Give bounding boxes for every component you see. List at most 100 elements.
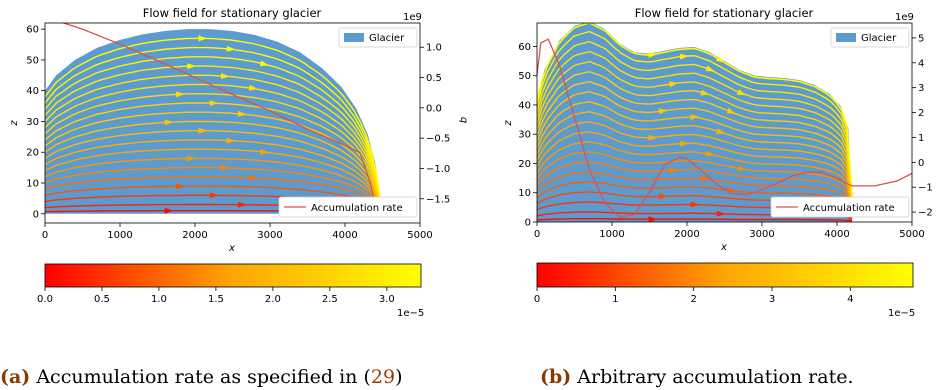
panel-a-legend-glacier-label: Glacier [369,33,405,44]
x-tick-label: 4000 [332,230,357,241]
streamline-arrow [259,60,270,67]
panel-b-legend-glacier: Glacier [830,27,910,48]
colorbar-tick-label: 3.0 [379,294,395,305]
streamline [45,120,384,213]
panel-a-streamlines [45,35,384,214]
streamline-arrow [164,119,174,126]
panel-b-streamlines [537,23,853,222]
colorbar-tick-label: 1.5 [208,294,224,305]
y2-tick-label: 1.0 [426,43,442,54]
panel-b-colorbar-ticks: 0 1 2 3 4 [534,287,854,305]
streamline [537,40,853,196]
streamline-arrow [175,91,185,98]
streamline [45,148,384,214]
streamline [537,151,853,212]
y2-tick-label: 0.5 [426,73,442,84]
panel-a-y2label: q [458,117,469,123]
streamline [45,46,384,213]
y2-tick-label: 0.0 [426,103,442,114]
streamline [537,141,853,211]
streamline [45,93,384,213]
panel-a: Flow field for stationary glacier 0 1000 2… [9,6,469,319]
streamline-arrow [226,45,236,52]
streamline-arrow [705,150,716,157]
panel-b: Flow field for stationary glacier 0 1000 2… [503,6,933,319]
panel-a-legend-accumulation: Accumulation rate [278,196,418,218]
panel-b-legend-accumulation: Accumulation rate [770,196,910,218]
streamline-arrow [690,114,700,121]
streamline-arrow [220,73,230,79]
streamline-arrow [176,183,185,190]
x-tick-label: 4000 [824,229,849,240]
panel-b-glacier [537,23,912,222]
streamline-arrow [658,108,668,115]
streamline [537,131,853,209]
y-tick-label: 10 [26,179,39,190]
streamline-arrow [164,207,174,214]
colorbar-tick-label: 2.0 [265,294,281,305]
streamline-arrow [226,137,236,144]
panel-b-x-ticks: 0 1000 2000 3000 4000 5000 [534,222,925,240]
streamline [45,139,384,214]
panel-a-colorbar-offset: 1e−5 [397,308,424,319]
streamline-arrow [716,210,726,217]
x-tick-label: 1000 [107,230,132,241]
panel-b-legend-glacier-label: Glacier [861,33,897,44]
panel-b-y2-offset: 1e9 [895,12,914,23]
y-tick-label: 20 [26,148,39,159]
x-tick-label: 2000 [674,229,699,240]
streamline [537,80,853,202]
caption-a-label: (a) [0,366,30,388]
y2-tick-label: 4 [918,58,924,69]
y-tick-label: 50 [26,55,39,66]
streamline [45,176,384,214]
colorbar-tick-label: 3 [769,294,775,305]
streamline-arrow [669,81,679,88]
y2-tick-label: −2 [918,208,933,219]
panel-b-legend-glacier-swatch [836,33,856,42]
x-tick-label: 3000 [749,229,774,240]
streamline [45,56,384,213]
streamline [45,166,384,214]
streamline-arrow [249,174,259,181]
streamline-arrow [658,193,668,200]
colorbar-tick-label: 1 [612,294,618,305]
panel-a-colorbar [44,263,422,288]
panel-a-axes-frame [44,22,421,224]
streamline-arrow [690,201,700,208]
streamline [45,111,384,213]
caption-a: (a) Accumulation rate as specified in (2… [0,366,402,388]
panel-a-glacier [45,23,384,215]
streamline [537,161,853,214]
x-tick-label: 0 [42,230,48,241]
y-tick-label: 40 [26,86,39,97]
streamline-arrow [187,63,197,70]
streamline [45,37,384,213]
y-tick-label: 0 [33,209,39,220]
y-tick-label: 60 [518,42,531,53]
colorbar-tick-label: 0 [534,294,540,305]
panel-a-legend-glacier-swatch [344,33,364,42]
panel-b-y2-ticks: 5 4 3 2 1 0 −1 −2 [912,33,933,219]
streamline [45,157,384,214]
y2-tick-label: 2 [918,108,924,119]
streamline-arrow [209,100,219,106]
streamline [45,74,384,213]
streamline-arrow [220,164,230,171]
streamline [537,218,853,222]
streamline [45,130,384,214]
streamline [537,70,853,201]
streamline-arrow [716,128,726,134]
colorbar-tick-label: 4 [847,294,853,305]
y-tick-label: 60 [26,25,39,36]
x-tick-label: 5000 [407,230,432,241]
streamline-arrow [648,134,658,141]
streamline-arrow [648,216,658,222]
colorbar-tick-label: 0.0 [37,294,53,305]
y2-tick-label: −1.5 [426,194,450,205]
streamline-arrow [705,65,715,72]
panel-a-xlabel: x [228,243,235,254]
caption-a-ref[interactable]: 29 [371,366,395,388]
streamline [45,65,384,213]
caption-a-text: Accumulation rate as specified in ( [30,366,371,388]
